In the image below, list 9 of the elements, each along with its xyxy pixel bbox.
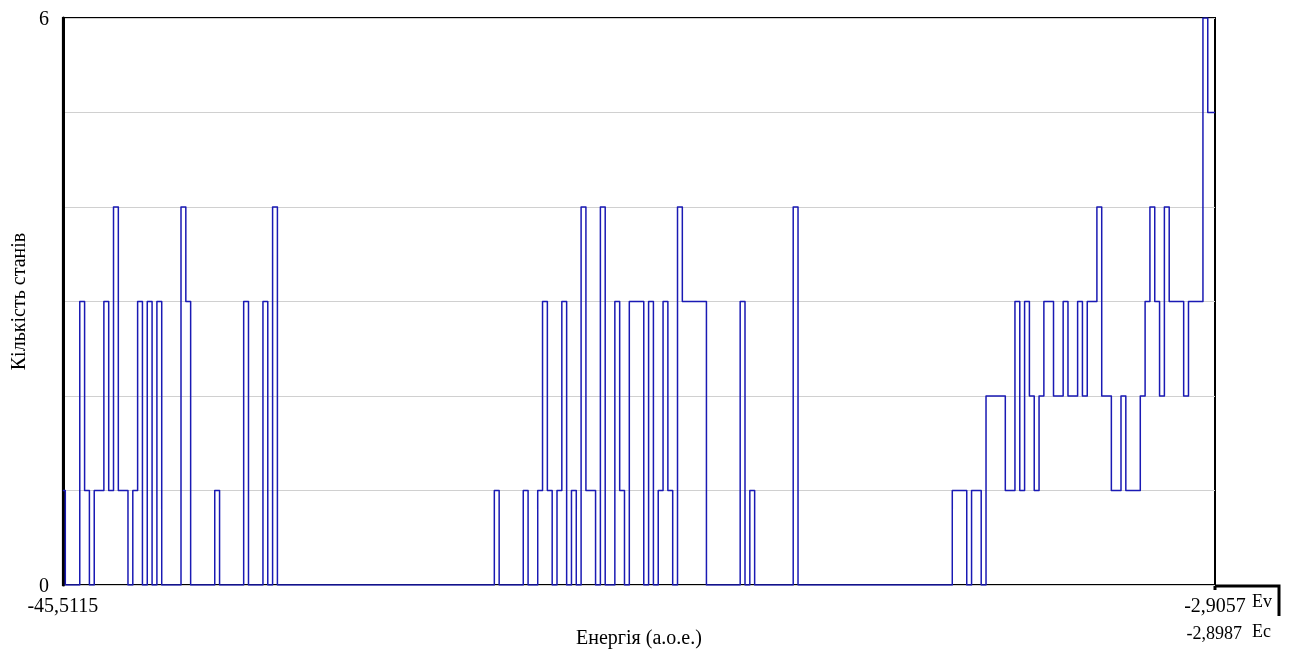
text: -2,8987 [1186, 623, 1243, 643]
x-tick-label: -45,5115 [27, 594, 99, 616]
text: Ec [1252, 621, 1271, 641]
text: Ev [1252, 591, 1272, 611]
y-axis-title: Кількість станів [7, 232, 29, 371]
y-tick-label: 6 [38, 7, 49, 29]
x-tick-label: -2,9057 [1184, 594, 1246, 616]
y-tick-label: 0 [38, 574, 49, 596]
x-axis-title: Енергія (а.о.е.) [576, 626, 702, 649]
